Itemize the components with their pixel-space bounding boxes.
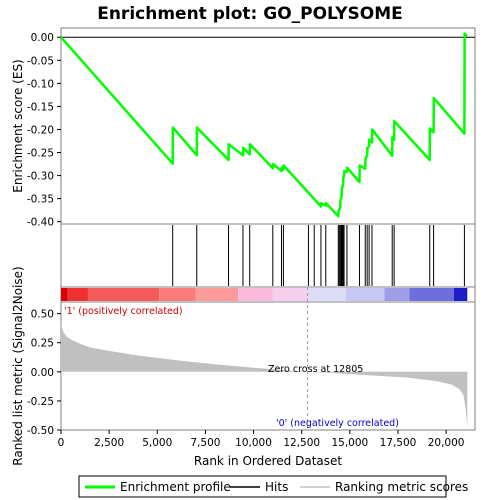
metric-y-tick-label: 0.25 bbox=[31, 338, 54, 350]
x-axis-label: Rank in Ordered Dataset bbox=[194, 454, 342, 468]
color-bar-segment bbox=[409, 288, 454, 301]
es-y-tick-label: -0.25 bbox=[27, 148, 54, 160]
legend-label-hits: Hits bbox=[265, 480, 288, 494]
es-y-tick-label: -0.10 bbox=[27, 78, 54, 90]
metric-y-tick-label: -0.50 bbox=[27, 425, 54, 437]
metric-y-axis: 0.50 0.25 0.00 -0.25 -0.50 bbox=[27, 309, 61, 437]
x-tick-label: 2,500 bbox=[94, 437, 124, 449]
legend-label-enrichment: Enrichment profile bbox=[120, 480, 231, 494]
es-y-tick-label: -0.05 bbox=[27, 55, 54, 67]
x-tick-label: 17,500 bbox=[380, 437, 417, 449]
legend-box bbox=[78, 475, 447, 498]
color-bar-segment bbox=[238, 288, 273, 301]
es-y-axis: 0.00 -0.05 -0.10 -0.15 -0.20 -0.25 -0.30 -0.35 -… bbox=[27, 32, 61, 229]
x-axis: 0 2,500 5,000 7,500 10,000 12,500 15,000 17,500… bbox=[58, 430, 465, 449]
enrichment-profile-line bbox=[60, 32, 468, 218]
es-y-tick-label: -0.35 bbox=[27, 194, 54, 206]
es-y-tick-label: -0.20 bbox=[27, 124, 54, 136]
x-tick-label: 0 bbox=[58, 437, 65, 449]
es-panel bbox=[60, 27, 476, 225]
color-bar-segment bbox=[67, 288, 88, 301]
color-bar-segment bbox=[195, 288, 239, 301]
metric-y-axis-label: Ranked list metric (Signal2Noise) bbox=[11, 266, 25, 465]
legend-label-metric: Ranking metric scores bbox=[335, 480, 468, 494]
positive-correlation-label: '1' (positively correlated) bbox=[64, 306, 183, 317]
hits-panel bbox=[60, 223, 476, 288]
negative-correlation-label: '0' (negatively correlated) bbox=[276, 418, 399, 429]
metric-y-tick-label: 0.00 bbox=[31, 367, 54, 379]
color-bar-segment bbox=[272, 288, 308, 301]
color-bar-segment bbox=[61, 288, 68, 301]
x-tick-label: 5,000 bbox=[142, 437, 172, 449]
es-y-tick-label: -0.40 bbox=[27, 217, 54, 229]
ranking-metric-area bbox=[61, 321, 468, 428]
x-tick-label: 15,000 bbox=[331, 437, 368, 449]
es-y-tick-label: 0.00 bbox=[31, 32, 54, 44]
color-bar-segment bbox=[87, 288, 160, 301]
es-y-tick-label: -0.30 bbox=[27, 171, 54, 183]
x-tick-label: 10,000 bbox=[235, 437, 272, 449]
legend: Enrichment profile Hits Ranking metric s… bbox=[78, 475, 468, 498]
es-y-tick-label: -0.15 bbox=[27, 101, 54, 113]
es-curve-group bbox=[60, 32, 468, 218]
x-tick-label: 12,500 bbox=[283, 437, 320, 449]
color-bar-group bbox=[61, 288, 468, 301]
color-bar-segment bbox=[345, 288, 385, 301]
zero-cross-label: Zero cross at 12805 bbox=[268, 364, 363, 375]
color-bar-segment bbox=[384, 288, 410, 301]
metric-y-tick-label: 0.50 bbox=[31, 309, 54, 321]
x-tick-label: 20,000 bbox=[428, 437, 465, 449]
chart-title: Enrichment plot: GO_POLYSOME bbox=[97, 4, 403, 24]
x-tick-label: 7,500 bbox=[190, 437, 220, 449]
color-bar-segment bbox=[159, 288, 196, 301]
metric-y-tick-label: -0.25 bbox=[27, 396, 54, 408]
hits-group bbox=[172, 225, 465, 286]
metric-area-group bbox=[61, 321, 468, 428]
es-y-axis-label: Enrichment score (ES) bbox=[11, 59, 25, 192]
color-bar-segment bbox=[453, 288, 468, 301]
color-bar-segment bbox=[307, 288, 346, 301]
